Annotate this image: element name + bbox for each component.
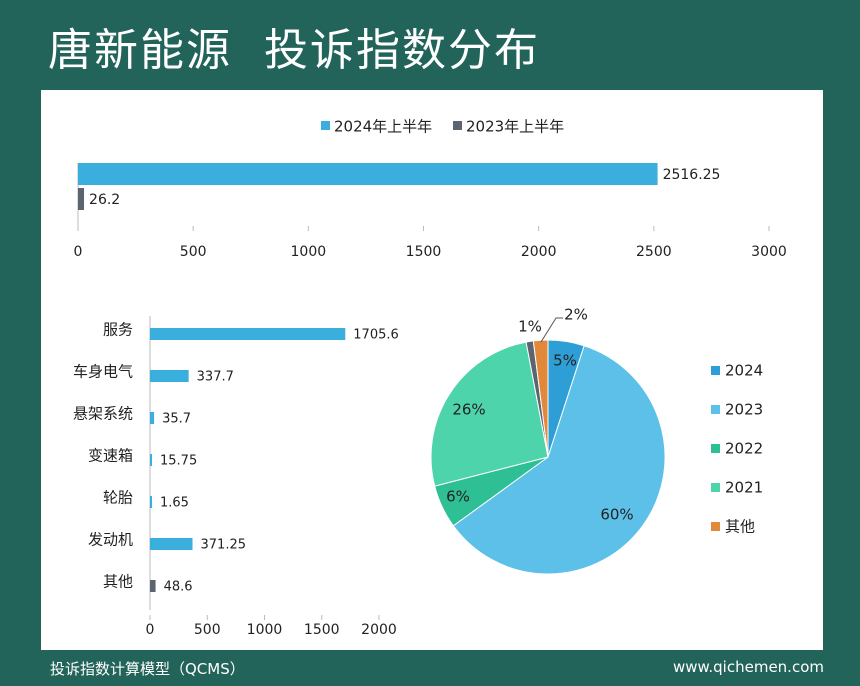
category-value-label-3: 15.75 <box>160 454 197 469</box>
bar-2023年上半年 <box>78 188 85 210</box>
pie-slice-2021 <box>430 341 549 487</box>
bottom-axis-tick-label-1: 500 <box>194 622 221 638</box>
pie-legend-label-1: 2023 <box>725 401 763 419</box>
pie-label-1: 60% <box>600 506 633 524</box>
bar-value-label-1: 26.2 <box>89 192 120 208</box>
category-bar-5 <box>150 538 193 550</box>
category-bar-1 <box>150 370 189 382</box>
pie-legend-swatch-4 <box>711 522 720 531</box>
footer-model-label: 投诉指数计算模型（QCMS） <box>50 660 245 678</box>
pie-label-2: 6% <box>446 488 470 506</box>
category-label-3: 变速箱 <box>88 447 133 465</box>
bar-value-label-0: 2516.25 <box>663 167 721 183</box>
category-bar-0 <box>150 328 346 340</box>
top-axis-tick-label-1: 500 <box>180 244 207 260</box>
category-value-label-6: 48.6 <box>164 580 193 595</box>
top-axis-tick-label-3: 1500 <box>406 244 442 260</box>
pie-legend-label-2: 2022 <box>725 440 763 458</box>
bar-2024年上半年 <box>78 163 658 185</box>
pie-slice-2023 <box>452 345 666 575</box>
pie-legend-swatch-1 <box>711 405 720 414</box>
top-axis-tick-label-2: 1000 <box>291 244 327 260</box>
category-label-4: 轮胎 <box>103 489 133 507</box>
pie-legend-swatch-3 <box>711 483 720 492</box>
category-value-label-5: 371.25 <box>201 538 247 553</box>
bottom-axis-tick-label-4: 2000 <box>361 622 397 638</box>
chart-canvas: 2024年上半年 2023年上半年 2516.25 26.2 0 500 1000 1500 2… <box>73 118 787 639</box>
bottom-axis-tick-label-0: 0 <box>146 622 155 638</box>
category-label-5: 发动机 <box>88 531 133 549</box>
pie-label-3: 26% <box>452 401 485 419</box>
category-value-label-2: 35.7 <box>162 412 191 427</box>
legend-label-0: 2024年上半年 <box>334 118 432 136</box>
pie-legend-swatch-2 <box>711 444 720 453</box>
category-label-0: 服务 <box>103 321 133 339</box>
pie-legend-swatch-0 <box>711 366 720 375</box>
chart-panel: 2024年上半年 2023年上半年 2516.25 26.2 0 500 1000 1500 2… <box>41 90 823 650</box>
category-label-1: 车身电气 <box>73 363 133 381</box>
bottom-axis-tick-label-2: 1000 <box>247 622 283 638</box>
pie-legend-label-0: 2024 <box>725 362 763 380</box>
category-value-label-0: 1705.6 <box>353 328 399 343</box>
pie-leader-line <box>540 317 563 343</box>
pie-legend-label-3: 2021 <box>725 479 763 497</box>
pie-label-0: 5% <box>553 352 577 370</box>
top-axis-tick-label-5: 2500 <box>636 244 672 260</box>
top-axis-tick-label-6: 3000 <box>751 244 787 260</box>
top-axis-tick-label-4: 2000 <box>521 244 557 260</box>
pie-slice-其他 <box>532 339 549 458</box>
legend-swatch-0 <box>321 121 330 130</box>
pie-label-5: 2% <box>564 306 588 324</box>
top-axis-tick-label-0: 0 <box>74 244 83 260</box>
category-value-label-1: 337.7 <box>197 370 234 385</box>
legend-label-1: 2023年上半年 <box>466 118 564 136</box>
legend-swatch-1 <box>453 121 462 130</box>
category-bar-6 <box>150 580 156 592</box>
pie-label-4: 1% <box>518 318 542 336</box>
category-label-6: 其他 <box>103 573 133 591</box>
page-title: 唐新能源 投诉指数分布 <box>48 25 540 76</box>
bottom-axis-tick-label-3: 1500 <box>304 622 340 638</box>
category-value-label-4: 1.65 <box>160 496 189 511</box>
footer-website[interactable]: www.qichemen.com <box>672 658 824 676</box>
pie-legend-label-4: 其他 <box>725 518 755 536</box>
category-bar-3 <box>150 454 152 466</box>
category-bar-4 <box>150 496 152 508</box>
category-bar-2 <box>150 412 155 424</box>
category-label-2: 悬架系统 <box>73 405 133 423</box>
